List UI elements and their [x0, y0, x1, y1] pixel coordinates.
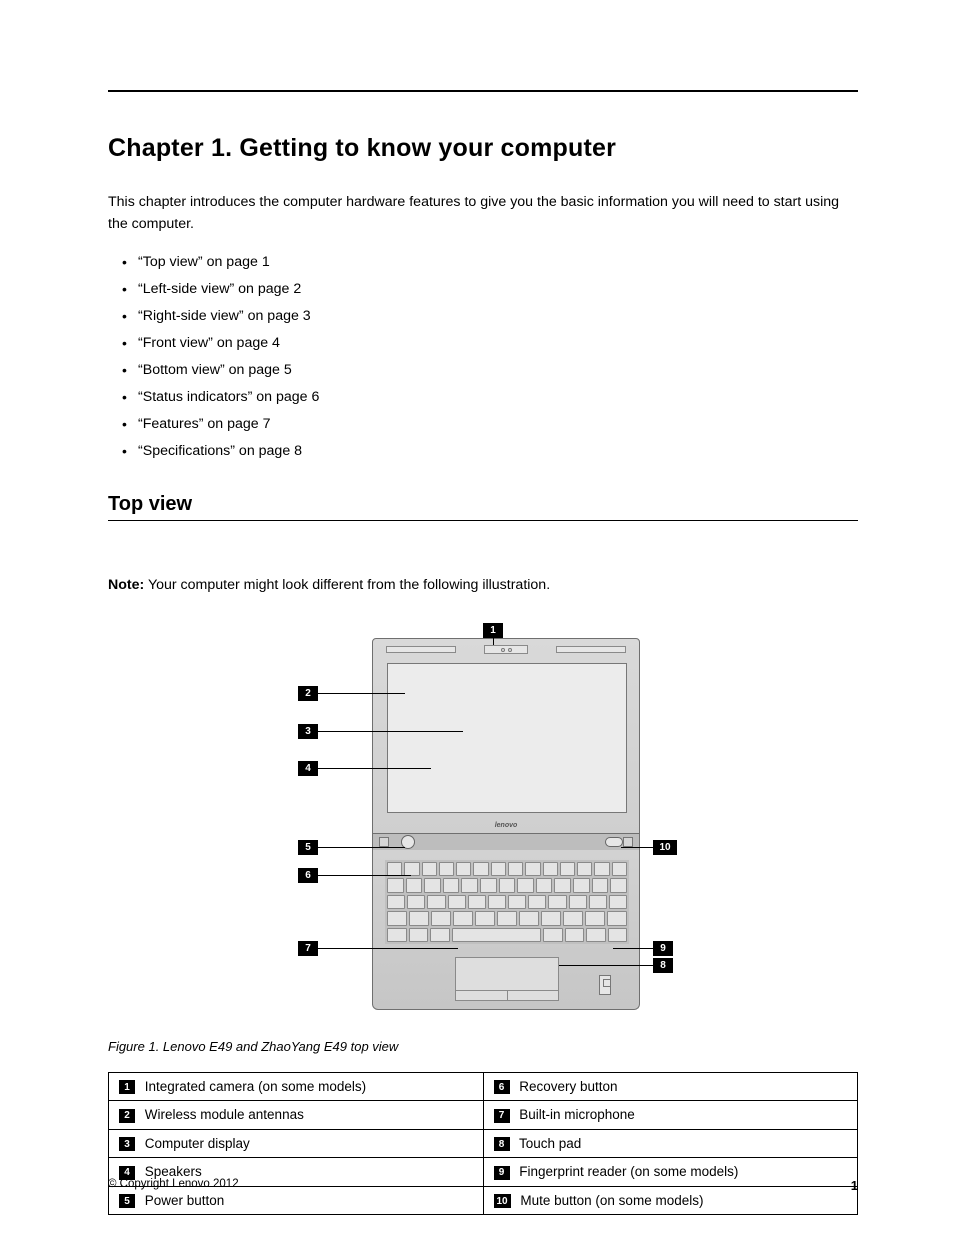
callout-9: 9 — [653, 941, 673, 956]
toc-item: “Bottom view” on page 5 — [122, 357, 858, 384]
callout-4: 4 — [298, 761, 318, 776]
lid-top-strip — [386, 645, 626, 655]
legend-label: Built-in microphone — [516, 1107, 635, 1122]
page-footer: © Copyright Lenovo 2012 1 — [108, 1178, 858, 1193]
legend-number: 8 — [494, 1137, 510, 1151]
figure-caption: Figure 1. Lenovo E49 and ZhaoYang E49 to… — [108, 1039, 858, 1054]
hinge-bar — [372, 834, 640, 850]
top-rule — [108, 90, 858, 92]
callout-1: 1 — [483, 623, 503, 638]
toc-item: “Front view” on page 4 — [122, 330, 858, 357]
callout-3: 3 — [298, 724, 318, 739]
legend-label: Power button — [141, 1193, 224, 1208]
laptop-base — [372, 850, 640, 1010]
callout-2: 2 — [298, 686, 318, 701]
brand-label: lenovo — [495, 822, 518, 829]
toc-item: “Features” on page 7 — [122, 411, 858, 438]
toc-item: “Left-side view” on page 2 — [122, 276, 858, 303]
callout-10: 10 — [653, 840, 677, 855]
chapter-title: Chapter 1. Getting to know your computer — [108, 134, 858, 163]
legend-label: Wireless module antennas — [141, 1107, 304, 1122]
camera-module — [484, 645, 528, 654]
legend-label: Fingerprint reader (on some models) — [516, 1164, 739, 1179]
callout-6: 6 — [298, 868, 318, 883]
top-view-diagram: lenovo 1 2 3 4 5 6 7 10 9 8 — [108, 623, 858, 1023]
toc-item: “Status indicators” on page 6 — [122, 384, 858, 411]
note-text: Your computer might look different from … — [144, 577, 550, 593]
legend-number: 3 — [119, 1137, 135, 1151]
copyright-text: © Copyright Lenovo 2012 — [108, 1178, 239, 1193]
section-title: Top view — [108, 493, 858, 516]
toc-item: “Right-side view” on page 3 — [122, 303, 858, 330]
note-label: Note: — [108, 577, 144, 593]
legend-number: 10 — [494, 1194, 511, 1208]
touchpad — [455, 957, 559, 1001]
legend-label: Touch pad — [516, 1136, 582, 1151]
display-screen — [387, 663, 627, 813]
hinge-cap-left — [379, 837, 389, 847]
legend-number: 7 — [494, 1109, 510, 1123]
antenna-bar-left — [386, 646, 456, 653]
legend-cell: 7 Built-in microphone — [483, 1101, 858, 1129]
hinge-cap-right — [623, 837, 633, 847]
page-number: 1 — [851, 1178, 858, 1193]
legend-cell: 2 Wireless module antennas — [109, 1101, 484, 1129]
legend-cell: 6 Recovery button — [483, 1072, 858, 1100]
toc-list: “Top view” on page 1 “Left-side view” on… — [108, 249, 858, 465]
legend-label: Mute button (on some models) — [517, 1193, 704, 1208]
toc-item: “Specifications” on page 8 — [122, 438, 858, 465]
laptop-illustration: lenovo — [372, 638, 640, 1010]
fingerprint-reader — [599, 975, 611, 995]
legend-label: Integrated camera (on some models) — [141, 1079, 366, 1094]
laptop-lid: lenovo — [372, 638, 640, 834]
legend-number: 5 — [119, 1194, 135, 1208]
legend-number: 2 — [119, 1109, 135, 1123]
legend-table: 1 Integrated camera (on some models)6 Re… — [108, 1072, 858, 1215]
legend-cell: 3 Computer display — [109, 1129, 484, 1157]
section-rule — [108, 520, 858, 521]
legend-cell: 1 Integrated camera (on some models) — [109, 1072, 484, 1100]
callout-8: 8 — [653, 958, 673, 973]
legend-label: Computer display — [141, 1136, 250, 1151]
note-paragraph: Note: Your computer might look different… — [108, 577, 858, 593]
callout-5: 5 — [298, 840, 318, 855]
mute-button-icon — [605, 837, 623, 847]
antenna-bar-right — [556, 646, 626, 653]
legend-label: Speakers — [141, 1164, 202, 1179]
intro-paragraph: This chapter introduces the computer har… — [108, 191, 858, 235]
keyboard — [385, 860, 629, 944]
legend-cell: 8 Touch pad — [483, 1129, 858, 1157]
callout-7: 7 — [298, 941, 318, 956]
legend-label: Recovery button — [516, 1079, 618, 1094]
toc-item: “Top view” on page 1 — [122, 249, 858, 276]
legend-number: 6 — [494, 1080, 510, 1094]
legend-number: 1 — [119, 1080, 135, 1094]
